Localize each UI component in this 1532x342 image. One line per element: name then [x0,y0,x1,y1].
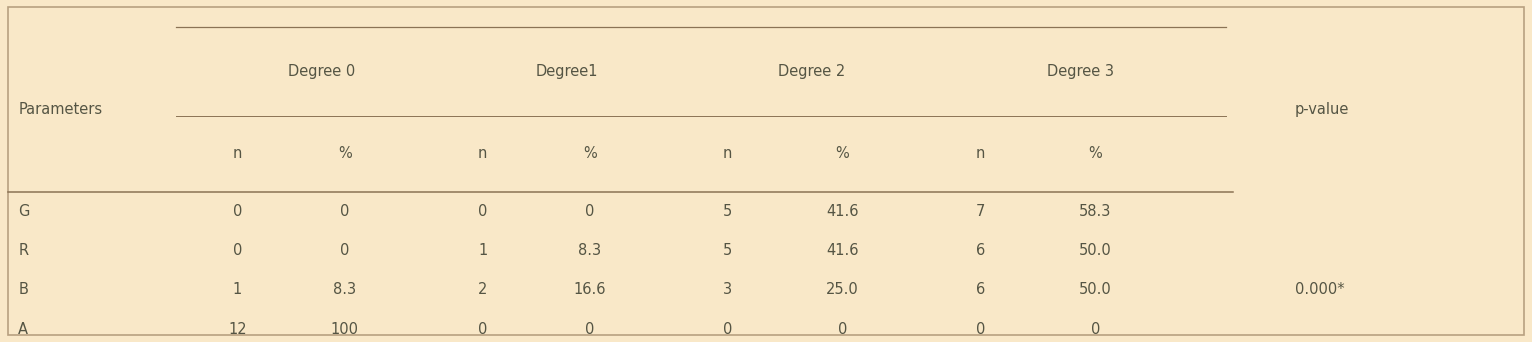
Text: 2: 2 [478,282,487,297]
Text: %: % [584,146,596,161]
Text: 12: 12 [228,322,247,337]
Text: 50.0: 50.0 [1079,282,1112,297]
Text: 6: 6 [976,282,985,297]
Text: 0: 0 [233,243,242,258]
Text: 0: 0 [585,322,594,337]
Text: 3: 3 [723,282,732,297]
Text: 16.6: 16.6 [573,282,607,297]
Text: 5: 5 [723,204,732,219]
Text: 1: 1 [478,243,487,258]
Text: 8.3: 8.3 [332,282,357,297]
Text: 41.6: 41.6 [826,243,859,258]
Text: Degree 3: Degree 3 [1046,64,1114,79]
Text: 1: 1 [233,282,242,297]
Text: Degree 2: Degree 2 [778,64,846,79]
Text: 0: 0 [340,204,349,219]
Text: Parameters: Parameters [18,102,103,117]
Text: n: n [723,146,732,161]
Text: %: % [836,146,849,161]
FancyBboxPatch shape [8,7,1524,335]
Text: 6: 6 [976,243,985,258]
Text: 0: 0 [340,243,349,258]
Text: Degree1: Degree1 [536,64,597,79]
Text: 0: 0 [478,204,487,219]
Text: n: n [976,146,985,161]
Text: 0.000*: 0.000* [1295,282,1344,297]
Text: 0: 0 [1091,322,1100,337]
Text: 8.3: 8.3 [578,243,602,258]
Text: 0: 0 [233,204,242,219]
Text: 50.0: 50.0 [1079,243,1112,258]
Text: 0: 0 [838,322,847,337]
Text: n: n [478,146,487,161]
Text: 0: 0 [723,322,732,337]
Text: 0: 0 [585,204,594,219]
Text: R: R [18,243,29,258]
Text: 5: 5 [723,243,732,258]
Text: %: % [339,146,351,161]
Text: Degree 0: Degree 0 [288,64,355,79]
Text: G: G [18,204,29,219]
Text: 0: 0 [478,322,487,337]
Text: 100: 100 [331,322,358,337]
Text: 7: 7 [976,204,985,219]
Text: 58.3: 58.3 [1079,204,1112,219]
Text: B: B [18,282,28,297]
Text: %: % [1089,146,1102,161]
Text: 41.6: 41.6 [826,204,859,219]
Text: 0: 0 [976,322,985,337]
Text: p-value: p-value [1295,102,1348,117]
Text: n: n [233,146,242,161]
Text: 25.0: 25.0 [826,282,859,297]
Text: A: A [18,322,29,337]
